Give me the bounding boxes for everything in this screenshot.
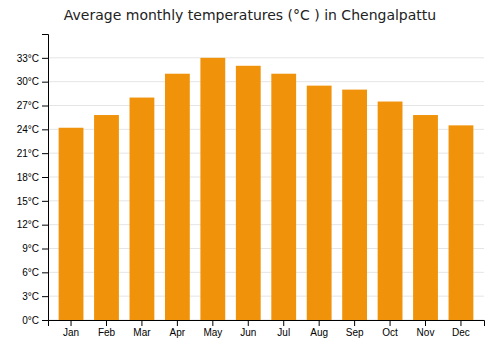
y-tick-label: 33°C	[17, 53, 39, 64]
x-tick: Jan	[63, 320, 79, 338]
x-tick-mark	[106, 320, 107, 326]
x-tick-mark	[390, 320, 391, 326]
x-tick-label: Oct	[382, 327, 398, 338]
y-tick-mark	[42, 296, 48, 297]
x-tick-label: Feb	[98, 327, 116, 338]
y-tick-mark	[42, 201, 48, 202]
y-tick-label: 15°C	[17, 196, 39, 207]
x-tick-mark	[71, 320, 72, 326]
title: Average monthly temperatures (°C ) in Ch…	[64, 7, 436, 23]
x-tick-mark	[283, 320, 284, 326]
x-tick-mark	[248, 320, 249, 326]
y-tick-label: 12°C	[17, 219, 39, 230]
x-tick: Jul	[277, 320, 290, 338]
y-tick: 12°C	[17, 219, 48, 230]
y-tick: 30°C	[17, 76, 48, 87]
y-tick-label: 0°C	[22, 315, 39, 326]
x-tick: Oct	[382, 320, 398, 338]
grid-line	[48, 105, 484, 106]
y-tick: 33°C	[17, 53, 48, 64]
x-tick-label: Aug	[310, 327, 328, 338]
x-tick: Aug	[310, 320, 328, 338]
y-tick-label: 9°C	[22, 243, 39, 254]
x-tick-mark	[319, 320, 320, 326]
x-tick: Mar	[133, 320, 151, 338]
x-tick: Feb	[98, 320, 116, 338]
x-axis: Jan Feb Mar Apr May Jun Jul Aug Sep Oct Nov Dec	[49, 320, 485, 338]
x-tick-mark	[460, 320, 461, 326]
bar	[271, 74, 296, 320]
y-tick-label: 30°C	[17, 76, 39, 87]
y-tick-mark	[42, 82, 48, 83]
y-tick-label: 6°C	[22, 267, 39, 278]
x-tick-mark	[212, 320, 213, 326]
x-tick-label: Jan	[63, 327, 79, 338]
y-tick-label: 27°C	[17, 100, 39, 111]
y-tick-mark	[42, 129, 48, 130]
y-tick: 0°C	[22, 315, 48, 326]
y-tick: 21°C	[17, 148, 48, 159]
y-tick-mark	[42, 320, 48, 321]
y-tick: 6°C	[22, 267, 48, 278]
x-tick: Sep	[346, 320, 364, 338]
x-axis-line	[49, 321, 485, 327]
y-axis-line	[42, 35, 49, 321]
x-tick-mark	[141, 320, 142, 326]
bar	[165, 74, 190, 320]
bar	[200, 58, 225, 320]
x-tick-label: Dec	[452, 327, 470, 338]
grid	[48, 58, 484, 320]
y-tick: 9°C	[22, 243, 48, 254]
y-tick: 18°C	[17, 172, 48, 183]
x-tick-label: Jul	[277, 327, 290, 338]
x-tick: Dec	[452, 320, 470, 338]
x-tick-label: Sep	[346, 327, 364, 338]
x-tick-label: May	[203, 327, 222, 338]
x-tick-mark	[177, 320, 178, 326]
x-tick-label: Apr	[170, 327, 186, 338]
y-tick-label: 21°C	[17, 148, 39, 159]
bar	[236, 66, 261, 320]
x-tick: Jun	[240, 320, 256, 338]
y-tick-mark	[42, 225, 48, 226]
bar	[413, 115, 438, 320]
y-tick-mark	[42, 106, 48, 107]
grid-line	[48, 57, 484, 58]
grid-line	[48, 81, 484, 82]
y-tick: 3°C	[22, 291, 48, 302]
bars	[59, 58, 474, 320]
y-tick-mark	[42, 249, 48, 250]
bar	[94, 115, 119, 320]
x-tick-label: Jun	[240, 327, 256, 338]
chart: Jan Feb Mar Apr May Jun Jul Aug Sep Oct Nov Dec 0°C 3…	[0, 0, 500, 350]
y-tick: 15°C	[17, 196, 48, 207]
y-tick-label: 24°C	[17, 124, 39, 135]
bar	[307, 86, 332, 320]
x-tick: Nov	[417, 320, 435, 338]
x-tick: Apr	[170, 320, 186, 338]
bar	[449, 125, 474, 320]
y-tick-mark	[42, 58, 48, 59]
y-tick-mark	[42, 153, 48, 154]
bar	[378, 102, 403, 320]
bar	[130, 98, 155, 320]
x-tick-mark	[354, 320, 355, 326]
x-tick-mark	[425, 320, 426, 326]
plot: Jan Feb Mar Apr May Jun Jul Aug Sep Oct Nov Dec 0°C 3…	[17, 35, 485, 339]
x-tick-label: Nov	[417, 327, 435, 338]
bar	[342, 90, 367, 320]
y-tick-label: 3°C	[22, 291, 39, 302]
y-tick-mark	[42, 272, 48, 273]
y-tick-mark	[42, 177, 48, 178]
y-axis: 0°C 3°C 6°C 9°C 12°C 15°C 18°C 21°C 24°C 27°C 30°C…	[17, 35, 49, 326]
bar	[59, 128, 84, 320]
x-tick-label: Mar	[133, 327, 151, 338]
y-tick: 27°C	[17, 100, 48, 111]
x-tick: May	[203, 320, 222, 338]
y-tick-label: 18°C	[17, 172, 39, 183]
y-tick: 24°C	[17, 124, 48, 135]
